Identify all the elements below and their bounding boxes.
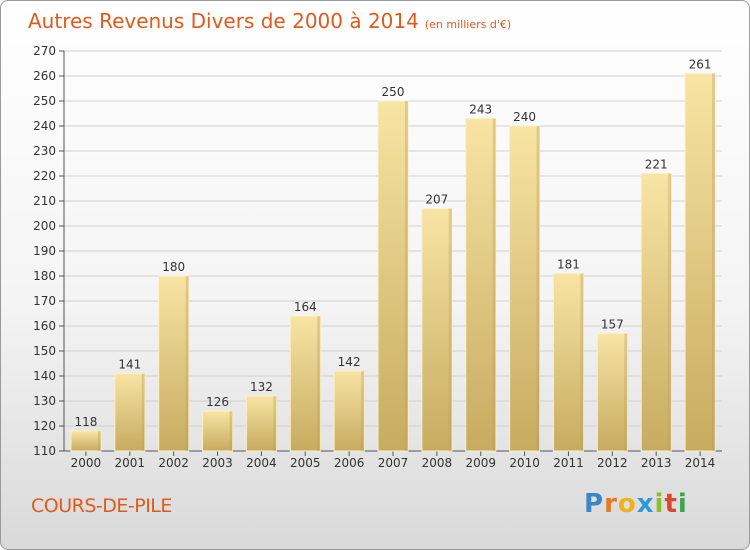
bar-edge-shade bbox=[273, 396, 277, 451]
y-tick-label: 190 bbox=[33, 244, 56, 258]
logo-letter: t bbox=[664, 489, 678, 519]
bar-layer bbox=[70, 73, 716, 452]
logo-letter: i bbox=[677, 489, 688, 519]
bar-2011 bbox=[552, 273, 584, 452]
y-tick-label: 270 bbox=[33, 44, 56, 58]
x-tick-label: 2008 bbox=[422, 456, 453, 470]
bar-value-label: 240 bbox=[513, 110, 536, 124]
bar-value-label: 221 bbox=[645, 158, 668, 172]
bar-edge-shade bbox=[580, 273, 584, 451]
logo-letter: r bbox=[604, 489, 618, 519]
y-tick-label: 240 bbox=[33, 119, 56, 133]
bar-value-label: 142 bbox=[338, 355, 361, 369]
bar-value-label: 157 bbox=[601, 318, 624, 332]
bar-value-label: 132 bbox=[250, 380, 273, 394]
x-tick-label: 2003 bbox=[202, 456, 233, 470]
bar-2010 bbox=[509, 125, 541, 452]
y-tick-label: 110 bbox=[33, 444, 56, 458]
logo-letter: P bbox=[584, 489, 605, 519]
chart-unit-label: (en milliers d'€) bbox=[424, 18, 512, 31]
bar-edge-shade bbox=[141, 373, 145, 451]
chart-title: Autres Revenus Divers de 2000 à 2014 (en … bbox=[28, 9, 511, 33]
logo-letter: x bbox=[636, 489, 655, 519]
bar-2001 bbox=[114, 373, 146, 452]
y-tick-label: 250 bbox=[33, 94, 56, 108]
bar-2006 bbox=[333, 370, 365, 452]
bar-edge-shade bbox=[405, 101, 408, 451]
x-tick-label: 2005 bbox=[290, 456, 321, 470]
bar-2000 bbox=[70, 430, 102, 452]
x-tick-label: 2009 bbox=[465, 456, 496, 470]
bar-value-label: 243 bbox=[469, 103, 492, 117]
x-tick-label: 2013 bbox=[641, 456, 672, 470]
y-tick-label: 260 bbox=[33, 69, 56, 83]
y-tick-label: 130 bbox=[33, 394, 56, 408]
x-tick-label: 2001 bbox=[115, 456, 146, 470]
bar-edge-shade bbox=[97, 431, 101, 451]
x-tick-label: 2000 bbox=[71, 456, 102, 470]
bar-value-label: 250 bbox=[382, 85, 405, 99]
bar-2012 bbox=[596, 333, 628, 452]
y-tick-label: 180 bbox=[33, 269, 56, 283]
y-tick-label: 160 bbox=[33, 319, 56, 333]
bar-2014 bbox=[684, 73, 716, 452]
bar-edge-shade bbox=[668, 173, 672, 451]
bar-value-label: 126 bbox=[206, 395, 229, 409]
bar-edge-shade bbox=[448, 208, 452, 451]
bar-value-label: 181 bbox=[557, 258, 580, 272]
bar-2009 bbox=[465, 118, 497, 452]
proxiti-logo: Proxiti bbox=[584, 489, 688, 519]
bar-2004 bbox=[245, 395, 277, 452]
bar-value-label: 164 bbox=[294, 300, 317, 314]
x-tick-label: 2011 bbox=[553, 456, 584, 470]
bar-value-label: 261 bbox=[689, 58, 712, 72]
bar-edge-shade bbox=[229, 411, 233, 451]
logo-letter: i bbox=[654, 489, 665, 519]
bar-edge-shade bbox=[712, 73, 716, 451]
y-tick-label: 200 bbox=[33, 219, 56, 233]
y-tick-label: 120 bbox=[33, 419, 56, 433]
logo-letter: o bbox=[617, 489, 637, 519]
chart-title-text: Autres Revenus Divers de 2000 à 2014 bbox=[28, 9, 419, 33]
label-layer: 118 141 180 126 132 164 142 250 207 243 240 181 157 2… bbox=[74, 58, 711, 430]
bar-edge-shade bbox=[361, 371, 365, 451]
bar-2013 bbox=[640, 173, 672, 452]
x-tick-label: 2010 bbox=[509, 456, 540, 470]
bar-2008 bbox=[421, 208, 453, 452]
bar-2003 bbox=[202, 410, 234, 452]
x-tick-label: 2014 bbox=[685, 456, 716, 470]
bar-value-label: 207 bbox=[425, 193, 448, 207]
x-tick-label: 2007 bbox=[378, 456, 409, 470]
x-tick-label: 2006 bbox=[334, 456, 365, 470]
x-tick-label: 2004 bbox=[246, 456, 277, 470]
bar-2005 bbox=[289, 315, 321, 452]
bar-value-label: 141 bbox=[118, 358, 141, 372]
y-tick-label: 230 bbox=[33, 144, 56, 158]
bar-value-label: 180 bbox=[162, 260, 185, 274]
bar-edge-shade bbox=[317, 316, 321, 451]
y-tick-label: 170 bbox=[33, 294, 56, 308]
y-tick-label: 210 bbox=[33, 194, 56, 208]
bar-2002 bbox=[158, 275, 190, 452]
x-tick-label: 2002 bbox=[158, 456, 189, 470]
x-tick-label: 2012 bbox=[597, 456, 628, 470]
bar-2007 bbox=[377, 100, 409, 452]
bar-value-label: 118 bbox=[74, 415, 97, 429]
y-tick-label: 140 bbox=[33, 369, 56, 383]
y-tick-label: 220 bbox=[33, 169, 56, 183]
bar-edge-shade bbox=[624, 333, 628, 451]
bar-edge-shade bbox=[536, 126, 540, 451]
bar-edge-shade bbox=[492, 118, 496, 451]
location-label: COURS-DE-PILE bbox=[31, 495, 172, 517]
bar-edge-shade bbox=[185, 276, 189, 451]
y-tick-label: 150 bbox=[33, 344, 56, 358]
